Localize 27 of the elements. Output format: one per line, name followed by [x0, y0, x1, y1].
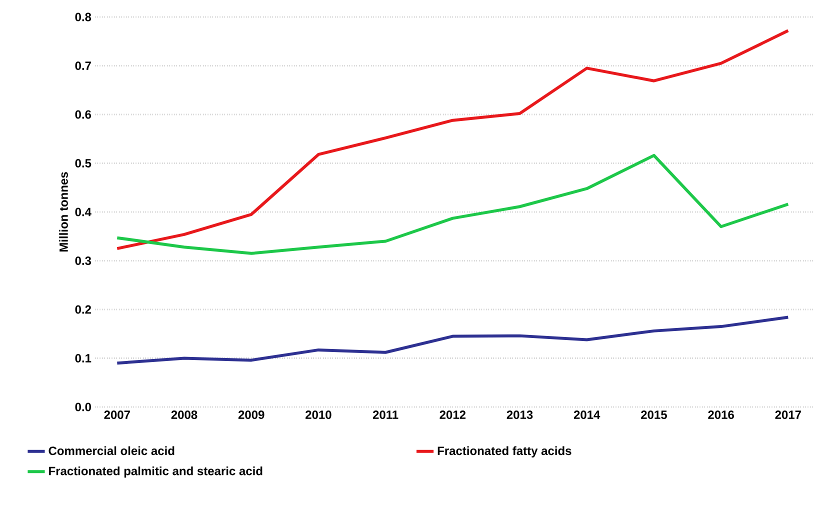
y-tick-label: 0.6: [75, 110, 92, 119]
x-tick-label: 2010: [306, 410, 332, 420]
y-tick-label: 0.0: [75, 402, 91, 412]
y-tick-label: 0.4: [75, 208, 92, 216]
y-tick-label: 0.5: [75, 159, 92, 168]
y-tick-label: 0.1: [75, 354, 92, 362]
y-tick-label: 0.2: [75, 305, 91, 314]
x-tick-label: 2015: [641, 410, 667, 420]
x-tick-label: 2016: [708, 410, 734, 420]
x-tick-label: 2008: [171, 410, 198, 420]
x-tick-label: 2017: [775, 410, 801, 420]
x-tick-label: 2013: [506, 410, 533, 420]
legend-label: Commercial oleic acid: [48, 446, 174, 456]
x-tick-label: 2011: [372, 410, 398, 420]
y-tick-label: 0.7: [75, 62, 91, 70]
legend-label: Fractionated fatty acids: [438, 446, 572, 458]
x-tick-label: 2009: [238, 410, 264, 420]
y-tick-label: 0.3: [75, 256, 92, 266]
x-tick-label: 2007: [104, 410, 130, 420]
line-series: [116, 29, 790, 250]
line-series: [116, 316, 790, 365]
y-tick-label: 0.8: [75, 12, 92, 22]
x-tick-label: 2014: [574, 410, 600, 420]
legend-label: Fractionated palmitic and stearic acid: [49, 466, 262, 478]
x-tick-label: 2012: [440, 410, 466, 420]
line-series: [116, 154, 790, 255]
y-axis-title: Million tonnes: [59, 172, 68, 252]
